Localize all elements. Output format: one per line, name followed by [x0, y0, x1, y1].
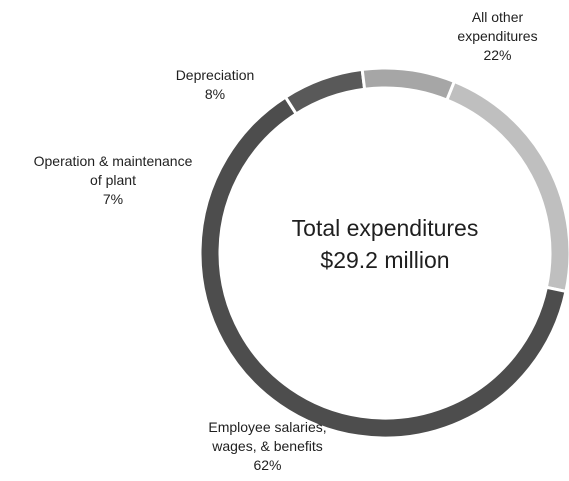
slice-label-operation-maintenance: Operation & maintenance of plant 7% [2, 152, 224, 209]
slice-label-line: of plant [90, 172, 136, 188]
donut-slice-3 [360, 66, 457, 102]
slice-percent: 8% [204, 86, 226, 102]
slice-percent: 22% [483, 47, 512, 63]
center-total: $29.2 million [320, 247, 450, 273]
slice-label-line: wages, & benefits [212, 438, 323, 454]
slice-label-depreciation: Depreciation 8% [150, 66, 280, 104]
slice-percent: 62% [253, 457, 282, 473]
slice-percent: 7% [102, 191, 124, 207]
donut-center-label: Total expenditures $29.2 million [200, 212, 569, 276]
slice-label-line: Depreciation [175, 67, 255, 83]
slice-label-line: Employee salaries, [208, 419, 327, 435]
slice-label-employee-salaries: Employee salaries, wages, & benefits 62% [180, 418, 355, 475]
center-title: Total expenditures [291, 215, 479, 241]
slice-label-line: expenditures [457, 28, 538, 44]
slice-label-line: All other [471, 9, 524, 25]
slice-label-all-other-expenditures: All other expenditures 22% [430, 8, 565, 65]
donut-slice-2 [283, 67, 367, 116]
slice-label-line: Operation & maintenance [33, 153, 193, 169]
